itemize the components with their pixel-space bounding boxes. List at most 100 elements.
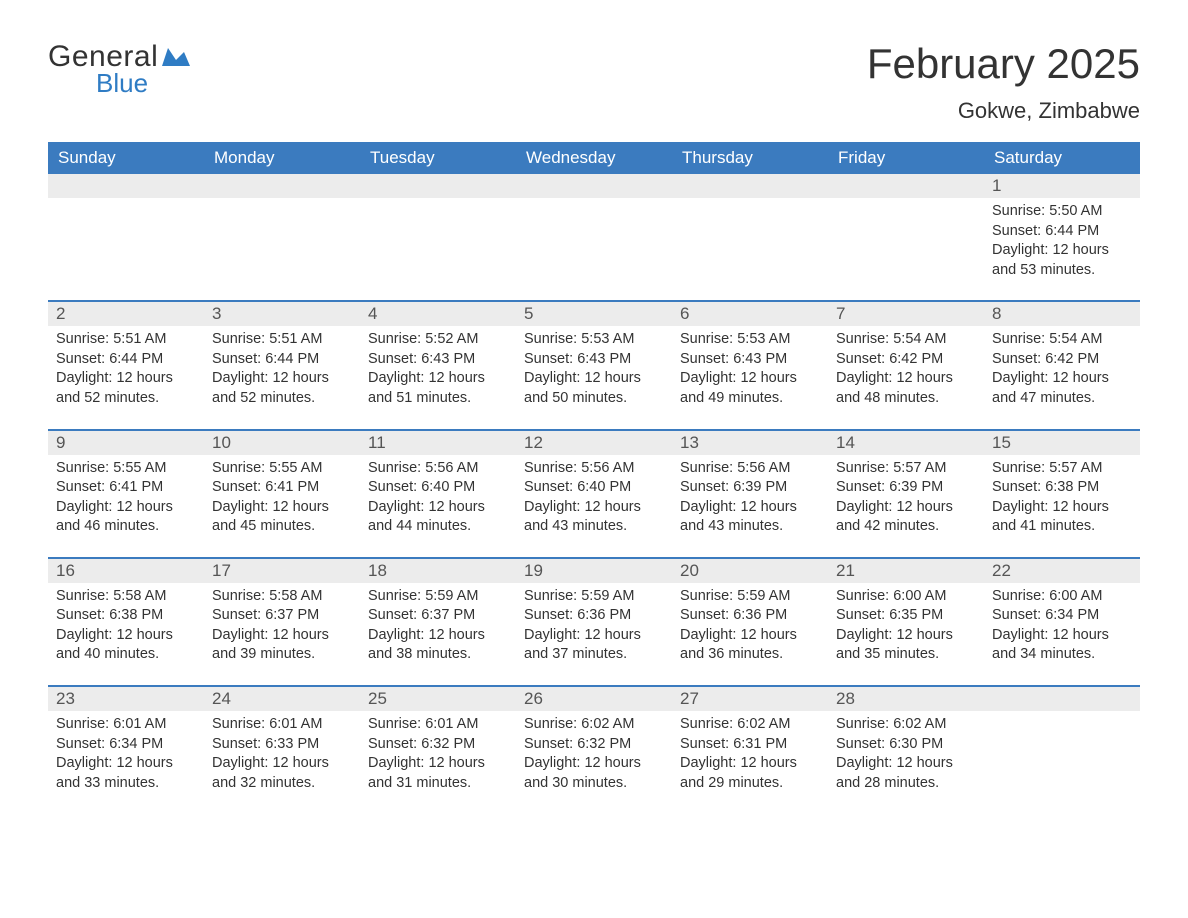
day-number: 12: [516, 431, 672, 455]
daylight-text: Daylight: 12 hours and 35 minutes.: [836, 626, 976, 665]
calendar-day-cell: 19Sunrise: 5:59 AMSunset: 6:36 PMDayligh…: [516, 558, 672, 686]
day-number: 19: [516, 559, 672, 583]
day-number: [204, 174, 360, 198]
sunset-text: Sunset: 6:30 PM: [836, 735, 976, 755]
daylight-text: Daylight: 12 hours and 53 minutes.: [992, 241, 1132, 280]
sunset-text: Sunset: 6:44 PM: [992, 222, 1132, 242]
daylight-text: Daylight: 12 hours and 40 minutes.: [56, 626, 196, 665]
daylight-text: Daylight: 12 hours and 30 minutes.: [524, 754, 664, 793]
day-number: 1: [984, 174, 1140, 198]
calendar-day-cell: 3Sunrise: 5:51 AMSunset: 6:44 PMDaylight…: [204, 301, 360, 429]
sunset-text: Sunset: 6:38 PM: [56, 606, 196, 626]
day-number: 15: [984, 431, 1140, 455]
sunset-text: Sunset: 6:39 PM: [680, 478, 820, 498]
sunset-text: Sunset: 6:42 PM: [992, 350, 1132, 370]
sunset-text: Sunset: 6:37 PM: [368, 606, 508, 626]
daylight-text: Daylight: 12 hours and 49 minutes.: [680, 369, 820, 408]
calendar-day-cell: [984, 686, 1140, 813]
sunrise-text: Sunrise: 5:58 AM: [212, 587, 352, 607]
day-details: [828, 198, 984, 222]
calendar-day-cell: 16Sunrise: 5:58 AMSunset: 6:38 PMDayligh…: [48, 558, 204, 686]
daylight-text: Daylight: 12 hours and 34 minutes.: [992, 626, 1132, 665]
sunrise-text: Sunrise: 5:54 AM: [836, 330, 976, 350]
sunset-text: Sunset: 6:40 PM: [524, 478, 664, 498]
sunset-text: Sunset: 6:40 PM: [368, 478, 508, 498]
daylight-text: Daylight: 12 hours and 43 minutes.: [524, 498, 664, 537]
sunrise-text: Sunrise: 5:58 AM: [56, 587, 196, 607]
day-number: [48, 174, 204, 198]
calendar-day-cell: 13Sunrise: 5:56 AMSunset: 6:39 PMDayligh…: [672, 430, 828, 558]
calendar-week-row: 16Sunrise: 5:58 AMSunset: 6:38 PMDayligh…: [48, 558, 1140, 686]
daylight-text: Daylight: 12 hours and 52 minutes.: [212, 369, 352, 408]
sunset-text: Sunset: 6:38 PM: [992, 478, 1132, 498]
day-details: Sunrise: 5:53 AMSunset: 6:43 PMDaylight:…: [516, 326, 672, 428]
sunset-text: Sunset: 6:33 PM: [212, 735, 352, 755]
sunrise-text: Sunrise: 5:53 AM: [680, 330, 820, 350]
sunrise-text: Sunrise: 5:59 AM: [368, 587, 508, 607]
daylight-text: Daylight: 12 hours and 51 minutes.: [368, 369, 508, 408]
daylight-text: Daylight: 12 hours and 29 minutes.: [680, 754, 820, 793]
day-number: 11: [360, 431, 516, 455]
weekday-header: Monday: [204, 142, 360, 174]
calendar-week-row: 2Sunrise: 5:51 AMSunset: 6:44 PMDaylight…: [48, 301, 1140, 429]
day-details: Sunrise: 5:59 AMSunset: 6:36 PMDaylight:…: [516, 583, 672, 685]
sunset-text: Sunset: 6:41 PM: [212, 478, 352, 498]
calendar-day-cell: 20Sunrise: 5:59 AMSunset: 6:36 PMDayligh…: [672, 558, 828, 686]
header: General Blue February 2025 Gokwe, Zimbab…: [48, 40, 1140, 124]
calendar-week-row: 9Sunrise: 5:55 AMSunset: 6:41 PMDaylight…: [48, 430, 1140, 558]
day-number: [360, 174, 516, 198]
calendar-day-cell: 10Sunrise: 5:55 AMSunset: 6:41 PMDayligh…: [204, 430, 360, 558]
calendar-day-cell: 17 Sunrise: 5:58 AMSunset: 6:37 PMDayligh…: [204, 558, 360, 686]
sunset-text: Sunset: 6:43 PM: [680, 350, 820, 370]
calendar-day-cell: 5Sunrise: 5:53 AMSunset: 6:43 PMDaylight…: [516, 301, 672, 429]
day-details: Sunrise: 5:53 AMSunset: 6:43 PMDaylight:…: [672, 326, 828, 428]
sunset-text: Sunset: 6:43 PM: [524, 350, 664, 370]
calendar-day-cell: 9Sunrise: 5:55 AMSunset: 6:41 PMDaylight…: [48, 430, 204, 558]
sunset-text: Sunset: 6:41 PM: [56, 478, 196, 498]
day-details: Sunrise: 6:02 AMSunset: 6:30 PMDaylight:…: [828, 711, 984, 813]
daylight-text: Daylight: 12 hours and 36 minutes.: [680, 626, 820, 665]
brand-flag-icon: [162, 48, 190, 66]
brand-blue: Blue: [96, 68, 148, 99]
day-details: Sunrise: 5:52 AMSunset: 6:43 PMDaylight:…: [360, 326, 516, 428]
day-number: [516, 174, 672, 198]
sunrise-text: Sunrise: 6:02 AM: [524, 715, 664, 735]
sunset-text: Sunset: 6:34 PM: [992, 606, 1132, 626]
day-number: 18: [360, 559, 516, 583]
daylight-text: Daylight: 12 hours and 37 minutes.: [524, 626, 664, 665]
day-number: 20: [672, 559, 828, 583]
sunset-text: Sunset: 6:32 PM: [368, 735, 508, 755]
day-number: [828, 174, 984, 198]
sunrise-text: Sunrise: 5:55 AM: [56, 459, 196, 479]
sunrise-text: Sunrise: 5:54 AM: [992, 330, 1132, 350]
daylight-text: Daylight: 12 hours and 32 minutes.: [212, 754, 352, 793]
day-number: 14: [828, 431, 984, 455]
location-label: Gokwe, Zimbabwe: [867, 98, 1140, 124]
calendar-day-cell: 15Sunrise: 5:57 AMSunset: 6:38 PMDayligh…: [984, 430, 1140, 558]
sunrise-text: Sunrise: 5:51 AM: [56, 330, 196, 350]
sunset-text: Sunset: 6:43 PM: [368, 350, 508, 370]
day-number: 25: [360, 687, 516, 711]
daylight-text: Daylight: 12 hours and 39 minutes.: [212, 626, 352, 665]
sunrise-text: Sunrise: 5:56 AM: [524, 459, 664, 479]
calendar-day-cell: 2Sunrise: 5:51 AMSunset: 6:44 PMDaylight…: [48, 301, 204, 429]
day-details: Sunrise: 6:00 AMSunset: 6:34 PMDaylight:…: [984, 583, 1140, 685]
day-details: [672, 198, 828, 222]
daylight-text: Daylight: 12 hours and 47 minutes.: [992, 369, 1132, 408]
sunrise-text: Sunrise: 6:02 AM: [680, 715, 820, 735]
day-details: Sunrise: 6:02 AMSunset: 6:31 PMDaylight:…: [672, 711, 828, 813]
sunset-text: Sunset: 6:31 PM: [680, 735, 820, 755]
calendar-day-cell: 22Sunrise: 6:00 AMSunset: 6:34 PMDayligh…: [984, 558, 1140, 686]
day-number: 6: [672, 302, 828, 326]
day-number: 9: [48, 431, 204, 455]
calendar-day-cell: [516, 174, 672, 301]
daylight-text: Daylight: 12 hours and 31 minutes.: [368, 754, 508, 793]
day-number: 17: [204, 559, 360, 583]
weekday-header: Saturday: [984, 142, 1140, 174]
calendar-day-cell: 14Sunrise: 5:57 AMSunset: 6:39 PMDayligh…: [828, 430, 984, 558]
sunset-text: Sunset: 6:37 PM: [212, 606, 352, 626]
day-number: 22: [984, 559, 1140, 583]
calendar-day-cell: 18Sunrise: 5:59 AMSunset: 6:37 PMDayligh…: [360, 558, 516, 686]
calendar-day-cell: 7Sunrise: 5:54 AMSunset: 6:42 PMDaylight…: [828, 301, 984, 429]
day-details: Sunrise: 5:57 AMSunset: 6:39 PMDaylight:…: [828, 455, 984, 557]
